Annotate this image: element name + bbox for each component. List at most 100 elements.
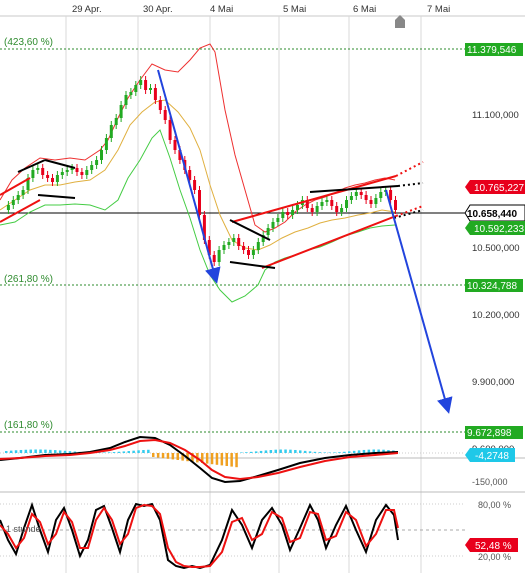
- pattern-line: [229, 261, 276, 269]
- x-tick-7-mai: 7 Mai: [427, 4, 450, 15]
- macd-histogram-bar: [5, 451, 8, 453]
- macd-histogram-bar: [299, 450, 302, 453]
- y-tick-10200: 10.200,000: [472, 310, 520, 321]
- macd-histogram-bar: [367, 449, 371, 453]
- macd-pane: -150,000 -4,2748: [0, 435, 525, 487]
- stoch-k-line: [0, 501, 399, 570]
- candle-body: [315, 206, 319, 212]
- candle-body: [46, 175, 50, 178]
- macd-histogram-bar: [44, 449, 47, 453]
- y-tick-11100: 11.100,000: [472, 110, 519, 121]
- channel-upper-extension: [395, 161, 424, 177]
- candle-body: [153, 88, 157, 100]
- macd-tick: -150,000: [472, 477, 508, 487]
- candle-body: [291, 210, 295, 215]
- macd-histogram-bar: [19, 449, 23, 453]
- macd-histogram-bar: [308, 451, 312, 453]
- candle-body: [340, 208, 344, 212]
- candle-body: [41, 168, 45, 175]
- x-tick-30-apr: 30 Apr.: [143, 4, 173, 15]
- candle-body: [26, 178, 30, 190]
- y-tick-10500: 10.500,000: [472, 243, 520, 254]
- candle-body: [242, 246, 246, 250]
- candle-body: [51, 178, 54, 182]
- macd-histogram-bar: [98, 452, 101, 453]
- macd-histogram-bar: [323, 452, 326, 453]
- macd-histogram-bar: [362, 449, 366, 453]
- lower-band-line: [0, 129, 396, 303]
- macd-histogram-bar: [343, 451, 346, 453]
- candle-body: [217, 250, 221, 262]
- candle-body: [163, 110, 167, 120]
- candle-body: [104, 138, 108, 150]
- down-arrow-2: [385, 189, 453, 414]
- macd-histogram-bar: [156, 453, 160, 458]
- macd-histogram-bar: [107, 452, 111, 453]
- macd-histogram-bar: [215, 453, 219, 465]
- candle-body: [90, 165, 94, 170]
- fib-label-423: (423,60 %): [4, 37, 53, 48]
- x-tick-4-mai: 4 Mai: [210, 4, 233, 15]
- candle-body: [359, 192, 363, 195]
- candle-body: [119, 105, 123, 118]
- macd-histogram-bar: [240, 452, 243, 453]
- macd-histogram-bar: [49, 449, 52, 453]
- macd-histogram-bar: [103, 452, 106, 453]
- macd-histogram-bar: [142, 450, 145, 453]
- candle-body: [345, 200, 348, 208]
- macd-histogram-bar: [147, 449, 150, 453]
- candle-body: [65, 170, 69, 172]
- macd-histogram-bar: [220, 453, 224, 466]
- home-shape-icon[interactable]: [395, 15, 405, 28]
- pattern-line: [37, 194, 76, 199]
- x-tick-29-apr: 29 Apr.: [72, 4, 102, 15]
- macd-histogram-bar: [225, 453, 228, 466]
- price-tags: 11.379,546 10.324,788 9.672,898 10.765,2…: [464, 43, 525, 439]
- candle-body: [21, 190, 25, 195]
- macd-histogram-bar: [294, 449, 297, 453]
- macd-histogram-bar: [235, 453, 238, 468]
- stochastic-pane: 1 stunde 80,00 % 20,00 % 52,48 %: [0, 491, 525, 570]
- pattern-line: [44, 159, 76, 169]
- macd-histogram-bar: [245, 452, 248, 453]
- macd-histogram-bar: [181, 453, 184, 461]
- candle-body: [266, 228, 270, 235]
- stoch-d-line: [0, 503, 399, 568]
- upper-band-tag: 10.765,227: [474, 183, 524, 194]
- candle-body: [149, 88, 152, 90]
- macd-histogram-bar: [328, 452, 331, 453]
- macd-histogram-bar: [382, 449, 385, 453]
- macd-histogram-bar: [112, 452, 116, 453]
- macd-histogram-bar: [191, 453, 194, 462]
- macd-histogram-bar: [117, 451, 121, 453]
- candle-body: [251, 250, 255, 255]
- macd-histogram-bar: [54, 450, 57, 453]
- candles: [6, 76, 397, 266]
- macd-histogram-bar: [39, 449, 42, 453]
- candle-body: [374, 198, 378, 204]
- stoch-tag-bg: [465, 538, 518, 552]
- x-tick-5-mai: 5 Mai: [283, 4, 306, 15]
- fib-tag-161: 9.672,898: [467, 428, 512, 439]
- candle-body: [75, 168, 79, 172]
- candle-body: [95, 160, 99, 165]
- candle-body: [261, 235, 265, 242]
- macd-histogram-bar: [161, 453, 165, 459]
- candle-body: [335, 206, 339, 212]
- candle-body: [129, 92, 133, 95]
- lower-band-tag-bg: [465, 221, 525, 235]
- macd-histogram-bar: [132, 450, 135, 453]
- macd-histogram-bar: [352, 450, 356, 453]
- candle-body: [144, 80, 148, 90]
- upper-band-tag-bg: [465, 180, 525, 194]
- candle-body: [55, 175, 59, 182]
- channel-lower-line: [261, 215, 397, 269]
- candle-body: [227, 242, 231, 245]
- fib-tag-261: 10.324,788: [467, 281, 517, 292]
- last-price-tag-bg: [464, 204, 525, 222]
- candle-body: [6, 205, 10, 210]
- macd-histogram-bar: [205, 453, 209, 464]
- candle-body: [202, 215, 206, 240]
- pattern-line: [229, 219, 271, 241]
